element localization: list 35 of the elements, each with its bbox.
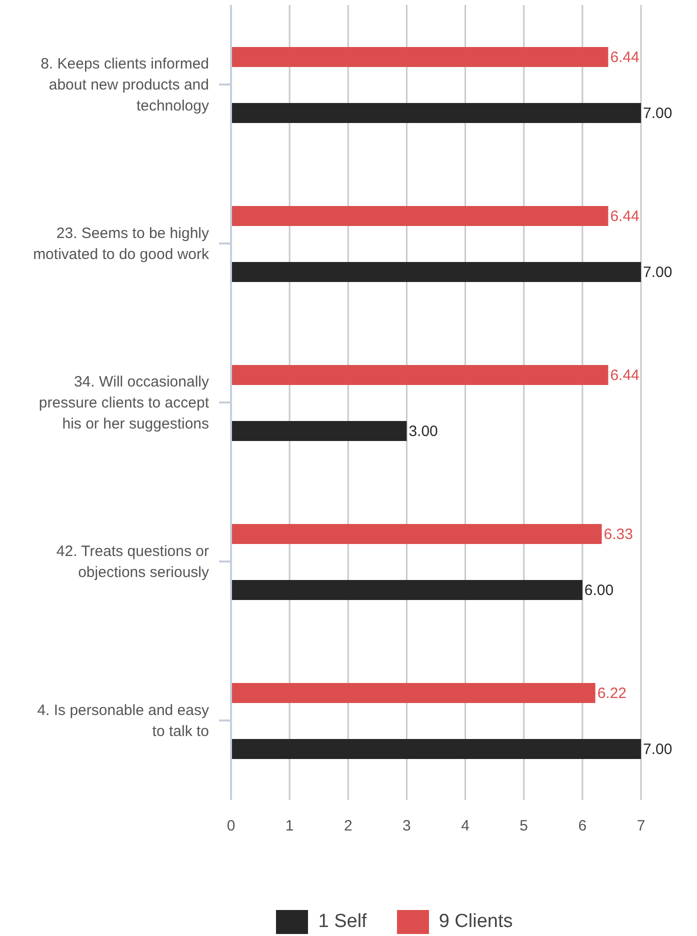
bar <box>231 103 641 123</box>
data-label: 6.44 <box>610 208 640 225</box>
data-label: 7.00 <box>643 105 672 122</box>
x-tick-label: 6 <box>578 818 587 835</box>
y-tick-label: 23. Seems to be highly motivated to do good work <box>33 225 210 263</box>
x-tick-label: 0 <box>226 818 236 835</box>
data-label: 6.00 <box>584 582 614 599</box>
data-label: 6.22 <box>597 685 627 702</box>
y-tick-label: 34. Will occasionally pressure clients to accept his or her suggestions <box>38 374 210 432</box>
bar <box>231 262 641 282</box>
data-label: 7.00 <box>643 741 672 758</box>
y-tick-label: 42. Treats questions or objections seriously <box>56 543 210 581</box>
x-tick-label: 4 <box>461 818 470 835</box>
data-label: 6.33 <box>604 526 633 543</box>
data-label: 6.44 <box>610 367 640 384</box>
bar <box>231 365 608 385</box>
legend-label: 1 Self <box>318 911 367 933</box>
bar <box>231 524 602 544</box>
legend-label: 9 Clients <box>438 911 513 933</box>
data-label: 6.44 <box>610 49 640 66</box>
bar <box>231 683 596 703</box>
bar <box>231 47 608 67</box>
bar <box>231 580 582 600</box>
bar <box>231 739 641 759</box>
y-tick-label: 4. Is personable and easy to talk to <box>37 702 210 740</box>
bar <box>231 421 407 441</box>
bar <box>231 206 608 226</box>
data-label: 3.00 <box>408 423 438 440</box>
x-tick-label: 3 <box>402 818 411 835</box>
x-tick-label: 7 <box>636 818 646 835</box>
x-tick-label: 2 <box>344 818 352 835</box>
y-tick-label: 8. Keeps clients informed about new products and technology <box>40 56 210 114</box>
x-tick-label: 5 <box>520 818 528 835</box>
data-label: 7.00 <box>643 264 672 281</box>
x-tick-label: 1 <box>285 818 294 835</box>
